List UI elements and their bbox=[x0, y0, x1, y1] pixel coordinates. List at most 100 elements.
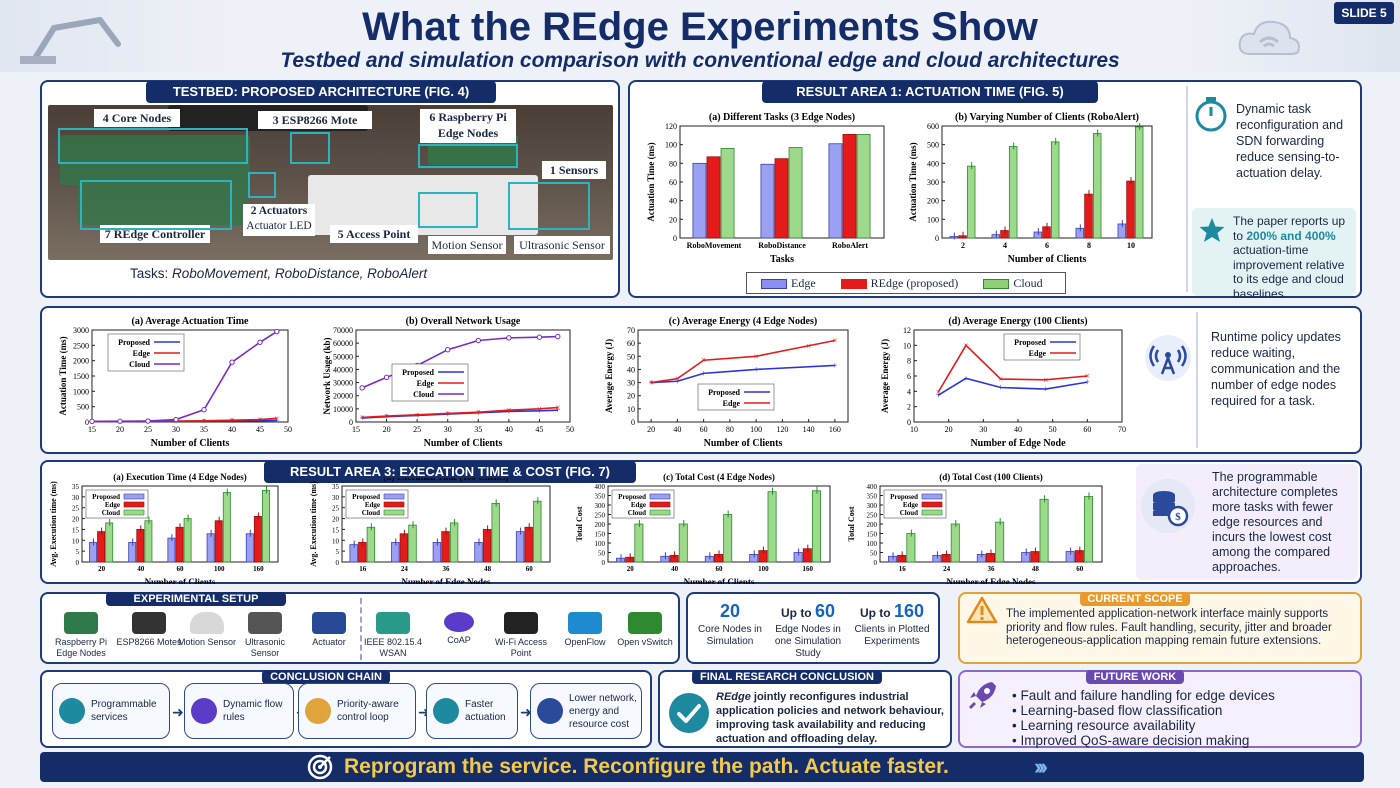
legend-label: Proposed bbox=[402, 368, 434, 377]
x-tick-label: 80 bbox=[726, 425, 734, 434]
y-tick-label: 30 bbox=[332, 494, 340, 502]
chart-r2d: (d) Average Energy (100 Clients) Number o… bbox=[880, 316, 1126, 449]
x-tick-label: 35 bbox=[474, 425, 482, 434]
data-point bbox=[274, 328, 280, 335]
setup-item: Open vSwitch bbox=[612, 612, 678, 648]
bar bbox=[524, 526, 533, 563]
bar bbox=[1126, 180, 1135, 239]
circuit-boards-lower bbox=[78, 185, 248, 225]
x-tick-label: 10 bbox=[910, 425, 918, 434]
data-point: × bbox=[476, 407, 481, 417]
future-tab: FUTURE WORK bbox=[1086, 670, 1184, 684]
result1-note2-highlight: 200% and 400% bbox=[1246, 228, 1336, 243]
chart-r2b: (b) Overall Network Usage Number of Clien… bbox=[322, 316, 574, 449]
y-tick-label: 0 bbox=[602, 559, 606, 567]
bar bbox=[441, 531, 450, 563]
y-tick-label: 500 bbox=[927, 141, 939, 150]
data-point: × bbox=[415, 410, 420, 420]
x-tick-label: 30 bbox=[444, 425, 452, 434]
data-point: + bbox=[675, 376, 680, 386]
rocket-icon bbox=[966, 678, 1000, 712]
device-icon bbox=[132, 612, 166, 634]
y-tick-label: 0 bbox=[336, 559, 340, 567]
setup-item-label: Raspberry Pi Edge Nodes bbox=[54, 637, 108, 658]
legend-label: Proposed bbox=[1014, 338, 1046, 347]
bar bbox=[482, 529, 492, 563]
x-tick-label: 160 bbox=[829, 425, 841, 434]
legend-redge-swatch bbox=[840, 279, 867, 290]
bar bbox=[432, 542, 442, 563]
x-tick-label: 36 bbox=[988, 565, 996, 573]
y-tick-label: 10 bbox=[72, 537, 80, 545]
bar bbox=[976, 554, 986, 563]
chain-step-label: Lower network, energy and resource cost bbox=[569, 693, 637, 730]
setup-item: OpenFlow bbox=[552, 612, 618, 648]
bar bbox=[253, 516, 262, 563]
y-tick-label: 8 bbox=[907, 357, 911, 366]
x-tick-label: 48 bbox=[1032, 565, 1040, 573]
x-tick-label: 2 bbox=[961, 241, 965, 250]
bar bbox=[950, 523, 960, 563]
x-tick-label: 60 bbox=[700, 425, 708, 434]
highlight-core-nodes bbox=[58, 128, 248, 164]
setup-item-label: Motion Sensor bbox=[177, 637, 237, 647]
legend-swatch bbox=[921, 501, 943, 508]
y-tick-label: 500 bbox=[77, 403, 89, 412]
bar bbox=[1050, 141, 1060, 239]
chart-title: (b) Varying Number of Clients (RoboAlert… bbox=[955, 112, 1139, 123]
y-axis-label: Total Cost bbox=[847, 506, 856, 541]
bar bbox=[828, 143, 843, 239]
x-tick-label: 20 bbox=[116, 425, 124, 434]
chart-r2c: (c) Average Energy (4 Edge Nodes) Number … bbox=[604, 316, 849, 449]
legend-label: Cloud bbox=[900, 509, 918, 517]
bar bbox=[888, 555, 898, 563]
chain-step-icon bbox=[191, 698, 217, 724]
chain-step-label: Priority-aware control loop bbox=[337, 699, 399, 723]
bar bbox=[1083, 496, 1093, 563]
x-tick-label: 140 bbox=[803, 425, 815, 434]
stat-value: 160 bbox=[893, 601, 925, 621]
x-axis-label: Number of Edge Nodes bbox=[946, 577, 1036, 584]
series-line bbox=[362, 409, 558, 419]
data-point: × bbox=[229, 415, 234, 425]
highlight-sensors bbox=[418, 192, 478, 228]
tasks-value: RoboMovement, RoboDistance, RoboAlert bbox=[172, 266, 428, 281]
y-tick-label: 70 bbox=[627, 326, 635, 335]
chain-step-icon bbox=[433, 698, 459, 724]
legend-label: Proposed bbox=[890, 493, 918, 501]
bar bbox=[1117, 223, 1127, 239]
bar bbox=[358, 542, 367, 563]
footer-tagline: Reprogram the service. Reconfigure the p… bbox=[344, 755, 949, 778]
y-tick-label: 40 bbox=[669, 197, 677, 206]
bar bbox=[474, 542, 483, 563]
legend-swatch bbox=[123, 501, 145, 508]
x-tick-label: 20 bbox=[383, 425, 391, 434]
legend-cloud-label: Cloud bbox=[1013, 276, 1043, 290]
data-point: × bbox=[537, 404, 542, 414]
y-tick-label: 350 bbox=[595, 493, 606, 501]
data-point: + bbox=[1043, 384, 1048, 394]
data-point: + bbox=[832, 360, 837, 370]
x-tick-label: 15 bbox=[352, 425, 360, 434]
result2-note: Runtime policy updates reduce waiting, c… bbox=[1211, 330, 1341, 408]
bar bbox=[966, 165, 976, 239]
y-tick-label: 12 bbox=[903, 326, 911, 335]
bar bbox=[949, 236, 959, 239]
y-tick-label: 200 bbox=[867, 521, 878, 529]
x-tick-label: 48 bbox=[484, 565, 492, 573]
y-tick-label: 2 bbox=[907, 403, 911, 412]
y-tick-label: 40 bbox=[627, 365, 635, 374]
highlight-pi bbox=[418, 144, 518, 168]
result1-note2-post: actuation-time improvement relative to i… bbox=[1233, 243, 1345, 301]
y-tick-label: 0 bbox=[76, 559, 80, 567]
device-icon bbox=[568, 612, 602, 634]
setup-divider bbox=[360, 598, 362, 660]
data-point: × bbox=[274, 413, 279, 423]
setup-item-label: OpenFlow bbox=[564, 637, 606, 647]
x-tick-label: 24 bbox=[943, 565, 951, 573]
label-access-point: 5 Access Point bbox=[330, 225, 418, 243]
arrow-right-icon: ➜ bbox=[520, 704, 532, 720]
bar bbox=[175, 526, 184, 563]
chart-title: (a) Execution Time (4 Edge Nodes) bbox=[113, 472, 246, 482]
robot-arm-icon bbox=[14, 8, 134, 64]
